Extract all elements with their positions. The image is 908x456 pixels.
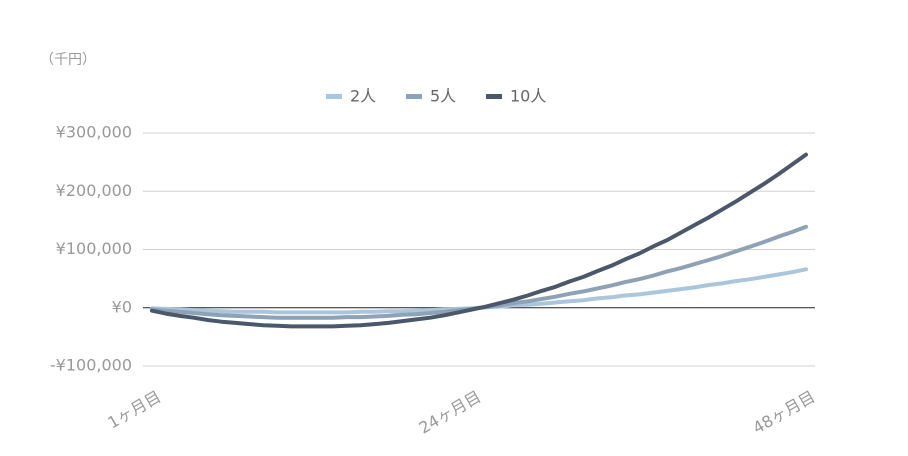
legend-label: 10人	[510, 87, 546, 106]
line	[150, 224, 808, 320]
legend-swatch	[406, 94, 422, 99]
y-tick-label: ¥0	[112, 297, 132, 316]
legend-swatch	[486, 94, 502, 99]
x-tick-label: 24ヶ月目	[416, 387, 485, 438]
y-tick-label: ¥300,000	[56, 123, 132, 142]
y-tick-label: ¥200,000	[56, 181, 132, 200]
x-tick-label: 1ヶ月目	[104, 387, 164, 433]
unit-label: （千円）	[40, 52, 96, 68]
y-tick-label: -¥100,000	[50, 356, 132, 375]
legend-swatch	[326, 94, 342, 99]
line	[150, 267, 808, 315]
y-tick-label: ¥100,000	[56, 239, 132, 258]
legend-label: 2人	[350, 87, 376, 106]
line	[150, 152, 808, 329]
legend-label: 5人	[430, 87, 456, 106]
x-tick-label: 48ヶ月目	[750, 387, 819, 438]
